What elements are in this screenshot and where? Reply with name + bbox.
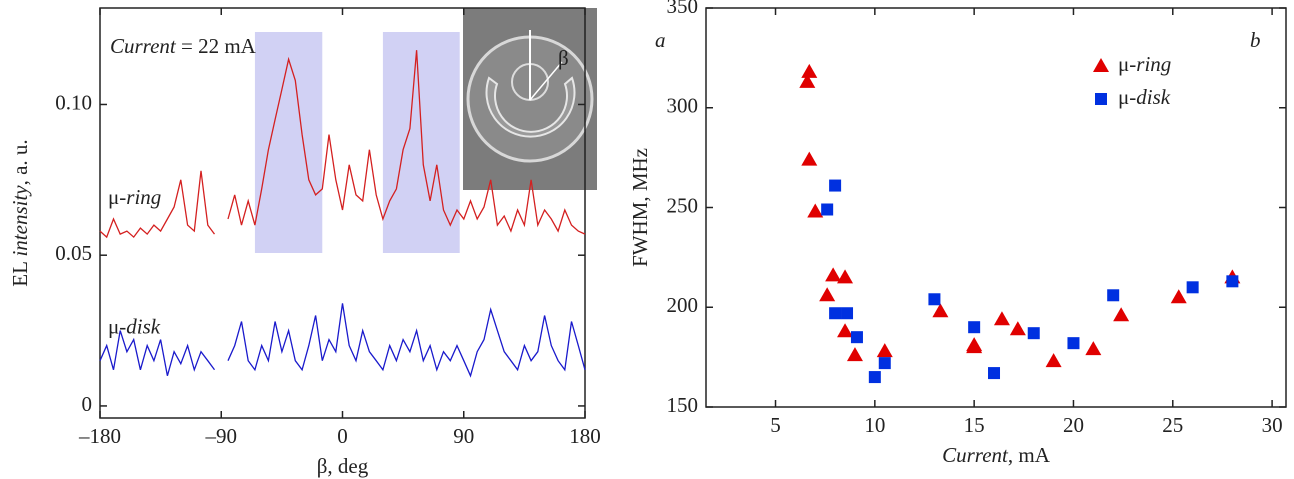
legend-label: μ-disk (1118, 85, 1171, 109)
x-tick-label: 5 (770, 413, 781, 437)
marker (878, 357, 891, 370)
x-tick-label: –180 (78, 424, 121, 448)
marker (1085, 341, 1102, 356)
x-tick-label: 0 (337, 424, 348, 448)
legend-label: μ-ring (1118, 52, 1171, 76)
legend-marker (1093, 58, 1109, 72)
marker (988, 367, 1001, 380)
x-tick-label: 180 (569, 424, 601, 448)
series-label: μ-disk (108, 315, 161, 339)
series-label-part: μ- (1118, 85, 1136, 109)
marker (801, 63, 818, 78)
x-tick-label: 10 (864, 413, 885, 437)
marker (1186, 281, 1199, 294)
y-tick-label: 300 (667, 94, 699, 118)
marker (1027, 327, 1040, 340)
y-tick-label: 0 (82, 392, 93, 416)
marker (819, 287, 836, 302)
marker (837, 269, 854, 284)
marker (1067, 337, 1080, 350)
marker (850, 331, 863, 344)
series-label-part: disk (126, 315, 161, 339)
x-axis-label: Current, mA (942, 443, 1051, 467)
x-tick-label: 15 (964, 413, 985, 437)
y-tick-label: 350 (667, 0, 699, 18)
series-line (99, 303, 586, 378)
marker (928, 293, 941, 306)
y-axis-label-part: FWHM, MHz (628, 148, 652, 267)
series-line (99, 50, 586, 239)
y-axis-label-part: , a. u. (8, 139, 32, 185)
y-axis-label-part: intensity (8, 185, 32, 257)
marker (1170, 289, 1187, 304)
series-label-part: ring (126, 185, 161, 209)
marker (825, 267, 842, 282)
x-tick-label: 30 (1262, 413, 1283, 437)
marker (1107, 289, 1120, 302)
annotation-part: Current (110, 34, 177, 58)
x-tick-label: 20 (1063, 413, 1084, 437)
axes-frame (705, 7, 1287, 408)
marker (801, 151, 818, 166)
series-label-part: μ- (1118, 52, 1136, 76)
inset-ring (485, 76, 576, 138)
x-tick-label: 25 (1162, 413, 1183, 437)
series-label-part: μ- (108, 315, 126, 339)
x-axis-label-part: β, deg (317, 454, 369, 478)
inset-image (463, 8, 597, 190)
series-label: μ-ring (108, 185, 161, 209)
y-tick-label: 200 (667, 293, 699, 317)
annotation: Current = 22 mA (110, 34, 257, 58)
y-axis-label: EL intensity, a. u. (8, 139, 32, 286)
x-axis-label-part: Current (942, 443, 1009, 467)
marker (821, 203, 834, 216)
y-tick-label: 0.10 (55, 90, 92, 114)
y-axis-label: FWHM, MHz (628, 148, 652, 267)
marker (993, 311, 1010, 326)
annotation-part: = 22 mA (176, 34, 257, 58)
marker (846, 347, 863, 362)
marker (932, 303, 949, 318)
y-tick-label: 150 (667, 393, 699, 417)
series-label-part: ring (1136, 52, 1171, 76)
series-label-part: μ- (108, 185, 126, 209)
marker (966, 339, 983, 354)
series-label-part: disk (1136, 85, 1171, 109)
marker (837, 323, 854, 338)
marker (876, 343, 893, 358)
highlight-band (254, 32, 323, 253)
x-axis-label: β, deg (317, 454, 369, 478)
marker (807, 203, 824, 218)
legend-marker (1095, 93, 1107, 105)
marker (829, 307, 842, 320)
marker (829, 179, 842, 192)
marker (799, 73, 816, 88)
marker (1113, 307, 1130, 322)
inset-label: β (558, 46, 569, 70)
y-tick-label: 0.05 (55, 241, 92, 265)
x-axis-label-part: , mA (1008, 443, 1051, 467)
x-tick-label: –90 (205, 424, 238, 448)
marker (1009, 321, 1026, 336)
y-axis-label-part: EL (8, 257, 32, 287)
panel-label: a (655, 28, 666, 52)
y-tick-label: 250 (667, 193, 699, 217)
marker (841, 307, 854, 320)
panel-label: b (1250, 28, 1261, 52)
marker (968, 321, 981, 334)
x-tick-label: 90 (453, 424, 474, 448)
inset-angle (529, 61, 563, 101)
marker (1226, 275, 1239, 288)
marker (1045, 353, 1062, 368)
marker (868, 371, 881, 384)
